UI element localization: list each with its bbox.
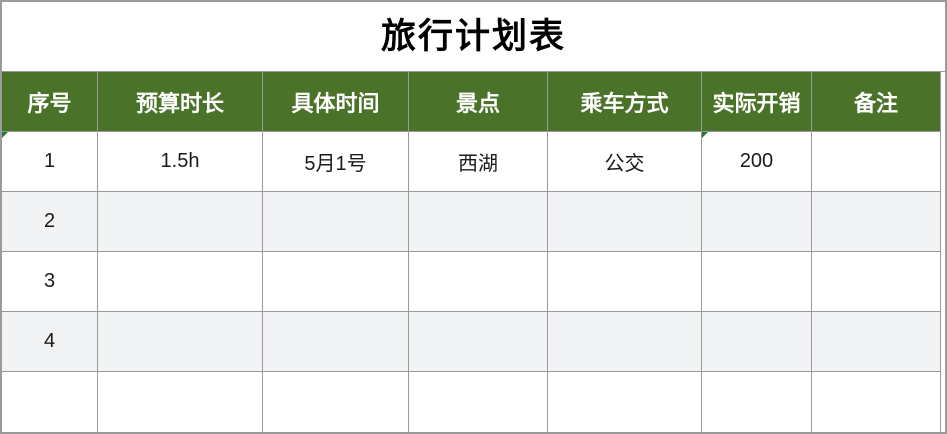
table-cell[interactable]: 1 <box>2 132 98 192</box>
header-cell-actual-expense[interactable]: 实际开销 <box>702 72 812 132</box>
table-cell[interactable] <box>409 372 548 432</box>
table-cell[interactable] <box>702 312 812 372</box>
table-row: 1 1.5h 5月1号 西湖 公交 200 <box>2 132 941 192</box>
table-cell[interactable]: 3 <box>2 252 98 312</box>
table-cell[interactable]: 200 <box>702 132 812 192</box>
header-cell-budget-duration[interactable]: 预算时长 <box>98 72 263 132</box>
table-cell[interactable] <box>263 192 409 252</box>
error-indicator-icon <box>702 132 708 138</box>
table-cell[interactable] <box>702 372 812 432</box>
table-cell[interactable] <box>812 192 941 252</box>
table-cell[interactable] <box>812 372 941 432</box>
table-cell[interactable]: 西湖 <box>409 132 548 192</box>
table-cell[interactable] <box>548 372 702 432</box>
table-cell[interactable] <box>409 252 548 312</box>
table-cell[interactable] <box>812 132 941 192</box>
table-row <box>2 372 941 432</box>
error-indicator-icon <box>2 132 8 138</box>
table-cell[interactable] <box>98 252 263 312</box>
page-title: 旅行计划表 <box>380 16 566 57</box>
table-row: 2 <box>2 192 941 252</box>
header-cell-transport-mode[interactable]: 乘车方式 <box>548 72 702 132</box>
table-cell[interactable] <box>98 372 263 432</box>
table-cell[interactable] <box>98 312 263 372</box>
table-cell[interactable]: 1.5h <box>98 132 263 192</box>
header-cell-remarks[interactable]: 备注 <box>812 72 941 132</box>
table-cell[interactable] <box>263 252 409 312</box>
table-cell[interactable] <box>702 192 812 252</box>
table-cell[interactable]: 2 <box>2 192 98 252</box>
table-cell[interactable] <box>548 192 702 252</box>
table-row: 4 <box>2 312 941 372</box>
header-cell-index[interactable]: 序号 <box>2 72 98 132</box>
table-cell[interactable] <box>409 192 548 252</box>
table-cell[interactable] <box>702 252 812 312</box>
header-cell-specific-time[interactable]: 具体时间 <box>263 72 409 132</box>
table-cell[interactable] <box>409 312 548 372</box>
table-row: 3 <box>2 252 941 312</box>
table-cell[interactable] <box>548 312 702 372</box>
table-cell[interactable] <box>812 312 941 372</box>
table-cell[interactable]: 5月1号 <box>263 132 409 192</box>
header-cell-attraction[interactable]: 景点 <box>409 72 548 132</box>
table-cell[interactable] <box>2 372 98 432</box>
table-cell[interactable]: 公交 <box>548 132 702 192</box>
title-bar: 旅行计划表 <box>2 2 945 72</box>
table-cell[interactable] <box>548 252 702 312</box>
table-header-row: 序号 预算时长 具体时间 景点 乘车方式 实际开销 备注 <box>2 72 941 132</box>
table-cell[interactable] <box>812 252 941 312</box>
table-cell[interactable] <box>98 192 263 252</box>
table-cell[interactable] <box>263 312 409 372</box>
table-cell[interactable] <box>263 372 409 432</box>
table-cell[interactable]: 4 <box>2 312 98 372</box>
